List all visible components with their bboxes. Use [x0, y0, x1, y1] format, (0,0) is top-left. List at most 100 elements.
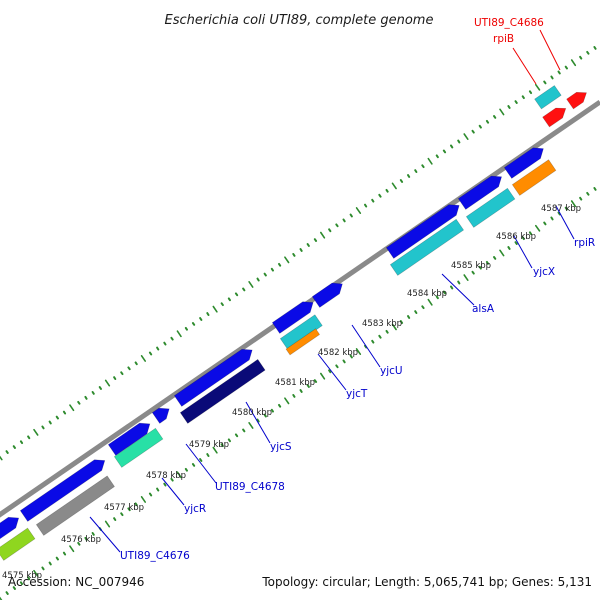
- inner-tick-56: [399, 320, 404, 324]
- inner-tick-62: [442, 290, 447, 295]
- leader-line-8: [555, 205, 575, 240]
- gene-label-yjcs[interactable]: yjcS: [270, 441, 292, 453]
- kbp-label-4581: 4581 kbp: [275, 378, 315, 388]
- outer-tick-25: [176, 330, 182, 338]
- inner-tick-0: [0, 596, 3, 600]
- feature-gray: [35, 475, 115, 536]
- inner-tick-6: [41, 566, 45, 571]
- outer-tick-21: [148, 351, 153, 356]
- gene-label-uti89-c4676[interactable]: UTI89_C4676: [120, 550, 190, 562]
- outer-tick-74: [528, 90, 533, 95]
- inner-tick-83: [593, 187, 597, 191]
- outer-tick-4: [27, 435, 31, 440]
- inner-tick-23: [163, 482, 167, 487]
- outer-tick-27: [191, 322, 196, 326]
- inner-tick-29: [206, 453, 210, 457]
- inner-tick-75: [534, 224, 541, 232]
- outer-tick-24: [170, 336, 174, 341]
- outer-tick-58: [414, 169, 418, 173]
- outer-tick-49: [349, 213, 353, 218]
- inner-tick-34: [242, 428, 246, 433]
- outer-tick-55: [391, 182, 397, 190]
- inner-tick-8: [55, 556, 59, 561]
- leader-line-4: [317, 353, 347, 391]
- outer-tick-70: [499, 108, 505, 116]
- gene-label-yjcr[interactable]: yjcR: [184, 503, 206, 515]
- outer-tick-35: [248, 280, 254, 288]
- inner-tick-19: [134, 502, 138, 507]
- leader-line-6: [441, 273, 475, 306]
- inner-tick-26: [184, 467, 188, 472]
- outer-tick-40: [284, 256, 290, 264]
- leader-line-7: [513, 235, 533, 269]
- outer-tick-23: [163, 341, 167, 346]
- outer-tick-75: [534, 83, 541, 91]
- inner-tick-61: [435, 295, 439, 300]
- inner-tick-60: [427, 298, 433, 306]
- outer-tick-81: [579, 55, 583, 60]
- inner-tick-36: [256, 418, 260, 423]
- inner-tick-13: [91, 532, 95, 536]
- inner-tick-70: [499, 249, 505, 257]
- inner-tick-57: [407, 315, 411, 319]
- outer-tick-57: [407, 174, 411, 178]
- inner-tick-12: [84, 536, 88, 541]
- cds-feature-4: [151, 407, 170, 424]
- inner-tick-5: [33, 569, 39, 577]
- outer-tick-26: [184, 326, 188, 331]
- outer-tick-46: [328, 228, 332, 233]
- outer-tick-54: [385, 188, 389, 193]
- gene-label-yjcu[interactable]: yjcU: [380, 365, 403, 377]
- inner-tick-15: [104, 520, 111, 528]
- outer-tick-36: [256, 277, 260, 282]
- inner-tick-17: [120, 512, 124, 517]
- outer-tick-29: [206, 312, 210, 316]
- gene-label-rpib[interactable]: rpiB: [493, 33, 514, 45]
- rna-feature-lime: [0, 527, 36, 561]
- kbp-label-4584: 4584 kbp: [407, 289, 447, 299]
- inner-tick-47: [335, 364, 339, 369]
- inner-tick-43: [306, 384, 310, 388]
- leader-line-5: [351, 324, 381, 368]
- outer-tick-78: [557, 70, 561, 75]
- gene-label-uti89-c4686[interactable]: UTI89_C4686: [474, 17, 544, 29]
- gene-label-yjct[interactable]: yjcT: [346, 388, 368, 400]
- gene-label-rpir[interactable]: rpiR: [574, 237, 595, 249]
- feature-teal: [113, 427, 164, 468]
- kbp-label-4586: 4586 kbp: [496, 232, 536, 242]
- gene-label-uti89-c4678[interactable]: UTI89_C4678: [215, 481, 285, 493]
- outer-tick-73: [521, 95, 525, 100]
- kbp-label-4583: 4583 kbp: [362, 319, 402, 329]
- feature-orange-1: [285, 328, 321, 356]
- outer-tick-20: [140, 354, 146, 362]
- gene-label-alsa[interactable]: alsA: [472, 303, 495, 315]
- outer-tick-10: [69, 404, 75, 412]
- inner-tick-64: [457, 280, 461, 285]
- inner-tick-38: [270, 408, 274, 413]
- outer-tick-65: [463, 133, 469, 140]
- inner-tick-32: [227, 438, 231, 443]
- outer-tick-28: [199, 317, 203, 321]
- outer-tick-43: [306, 243, 310, 247]
- inner-tick-35: [248, 421, 254, 429]
- outer-tick-22: [156, 346, 160, 351]
- inner-tick-53: [378, 334, 382, 339]
- outer-tick-53: [378, 193, 382, 198]
- inner-tick-74: [528, 231, 533, 236]
- gene-label-yjcx[interactable]: yjcX: [533, 266, 555, 278]
- inner-tick-46: [328, 369, 332, 374]
- label-leader-lines: [89, 29, 575, 553]
- inner-tick-72: [514, 241, 518, 245]
- inner-tick-30: [212, 446, 218, 454]
- feature-red-rpib: [542, 107, 567, 128]
- gene-features: [0, 85, 587, 561]
- inner-tick-42: [299, 389, 303, 393]
- outer-tick-48: [342, 218, 346, 223]
- inner-tick-28: [199, 458, 203, 462]
- outer-tick-0: [0, 455, 3, 461]
- accession-text: Accession: NC_007946: [8, 575, 144, 589]
- inner-tick-22: [156, 487, 160, 492]
- kbp-label-4577: 4577 kbp: [104, 503, 144, 513]
- cds-feature-6: [271, 301, 314, 334]
- inner-tick-67: [478, 265, 482, 270]
